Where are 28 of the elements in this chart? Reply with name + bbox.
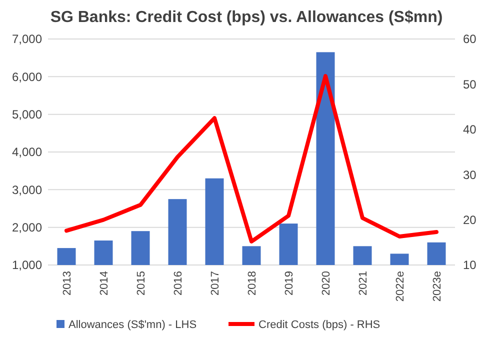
x-tick-label: 2016 bbox=[172, 271, 184, 296]
y-tick-label: 4,000 bbox=[12, 145, 42, 160]
y-tick-label: 7,000 bbox=[12, 32, 42, 46]
legend-label: Allowances (S$'mn) - LHS bbox=[68, 318, 197, 331]
y2-tick-label: 60 bbox=[463, 32, 477, 46]
y2-tick-label: 40 bbox=[463, 122, 477, 137]
line-series bbox=[64, 74, 438, 244]
x-tick-label: 2022e bbox=[394, 271, 406, 302]
y2-tick-label: 20 bbox=[463, 213, 477, 227]
x-tick-label: 2018 bbox=[246, 271, 258, 296]
x-tick-label: 2019 bbox=[283, 271, 296, 296]
y-tick-label: 6,000 bbox=[12, 70, 42, 84]
y2-tick-label: 10 bbox=[463, 258, 477, 272]
x-tick-label: 2020 bbox=[320, 271, 332, 296]
x-tick-label: 2014 bbox=[98, 271, 110, 296]
x-tick-label: 2017 bbox=[209, 271, 222, 296]
y-tick-label: 1,000 bbox=[12, 258, 42, 272]
y-tick-label: 5,000 bbox=[12, 108, 42, 122]
x-tick-label: 2021 bbox=[357, 271, 370, 296]
chart-title: SG Banks: Credit Cost (bps) vs. Allowances (S$mn) bbox=[50, 9, 443, 26]
y2-tick-label: 30 bbox=[463, 168, 477, 182]
y-tick-label: 2,000 bbox=[12, 220, 42, 235]
y2-tick-label: 50 bbox=[463, 77, 477, 92]
x-tick-label: 2015 bbox=[135, 271, 148, 296]
y-tick-label: 3,000 bbox=[12, 182, 42, 197]
x-tick-label: 2023e bbox=[431, 271, 444, 302]
legend-label: Credit Costs (bps) - RHS bbox=[258, 318, 380, 331]
x-tick-label: 2013 bbox=[61, 271, 74, 296]
